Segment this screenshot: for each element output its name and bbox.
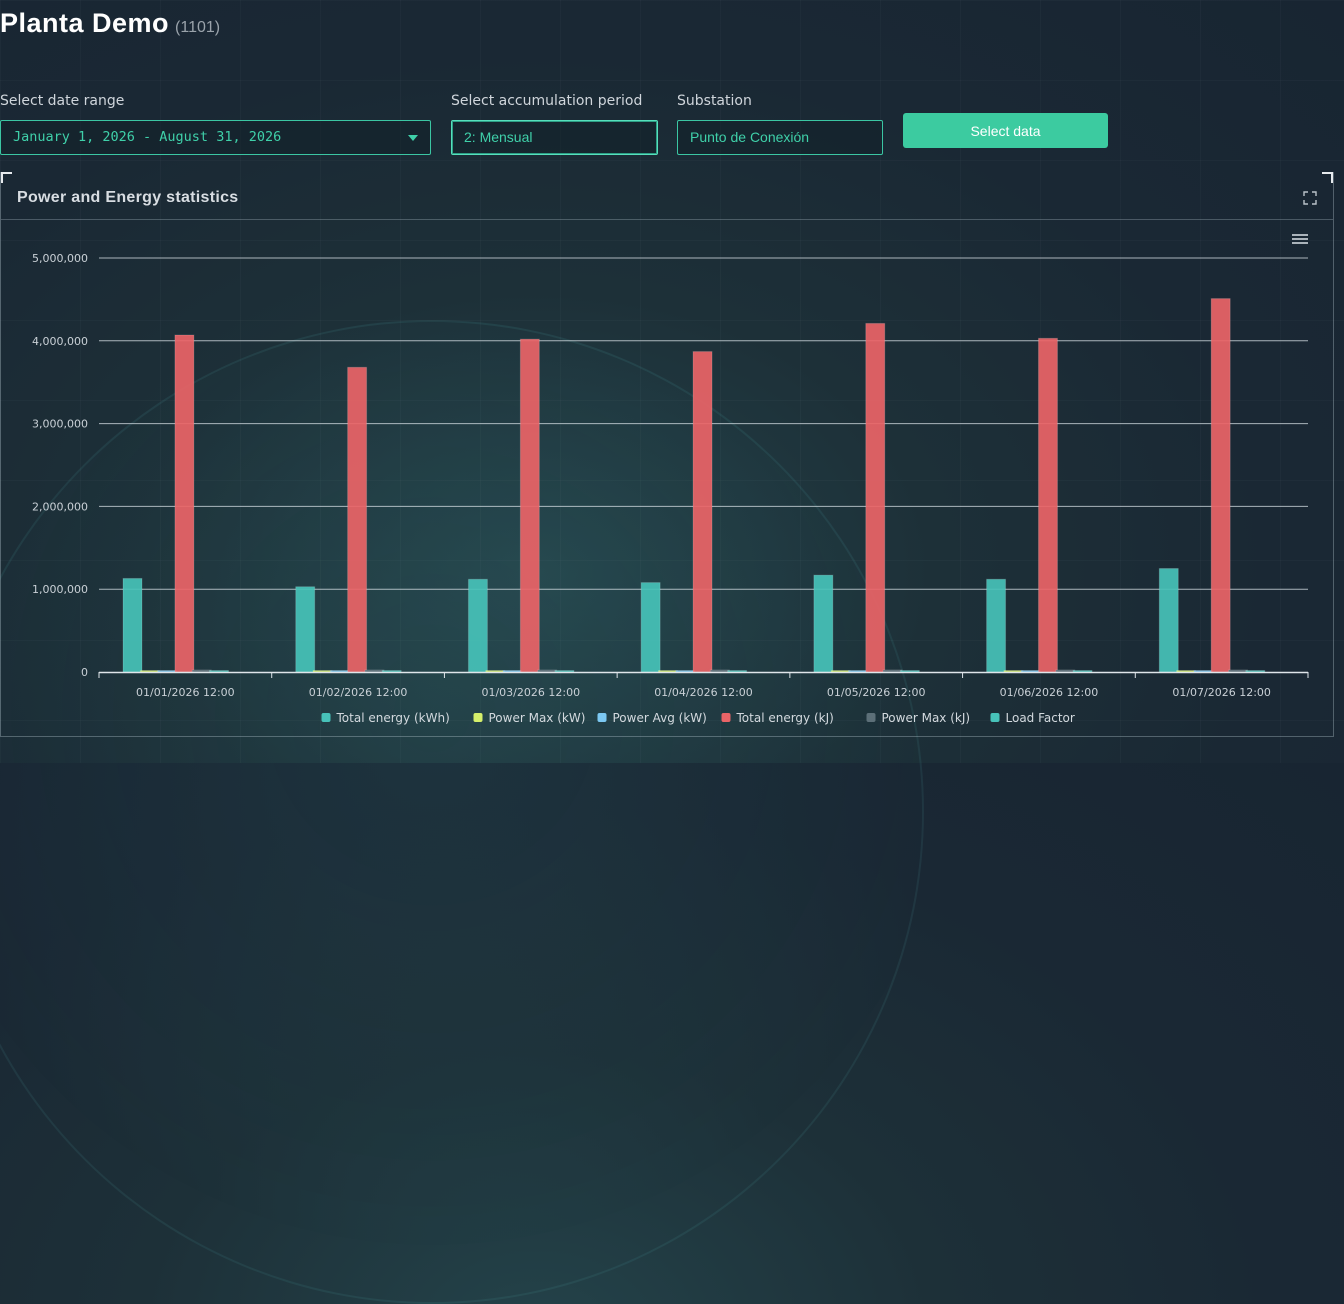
bar [1227, 669, 1248, 673]
y-tick-label: 0 [81, 666, 88, 679]
date-range-label: Select date range [0, 93, 125, 109]
hamburger-menu-icon[interactable] [1292, 234, 1308, 244]
bar-chart: 0 1,000,000 2,000,000 3,000,000 4,000,000 5,0… [32, 234, 1309, 725]
legend-label: Power Max (kJ) [882, 711, 971, 725]
x-tick-label: 01/07/2026 12:00 [1172, 686, 1271, 699]
accumulation-value: 2: Mensual [464, 129, 533, 145]
bar [882, 669, 903, 673]
bar [1055, 669, 1076, 673]
x-tick-label: 01/03/2026 12:00 [481, 686, 580, 699]
panel-title: Power and Energy statistics [17, 189, 239, 206]
legend-item[interactable]: Total energy (kWh) [321, 711, 450, 725]
legend-label: Power Avg (kW) [613, 711, 707, 725]
y-tick-label: 2,000,000 [32, 500, 88, 513]
x-tick-label: 01/02/2026 12:00 [309, 686, 408, 699]
bar [1158, 568, 1179, 673]
substation-value: Punto de Conexión [690, 129, 810, 145]
plant-name: Planta Demo [0, 8, 170, 38]
legend-label: Total energy (kWh) [336, 711, 450, 725]
bar [709, 669, 730, 673]
bar [364, 669, 385, 673]
bar [295, 586, 316, 673]
bar [174, 334, 195, 673]
y-tick-label: 3,000,000 [32, 418, 88, 431]
legend-item[interactable]: Load Factor [990, 711, 1075, 725]
date-range-picker[interactable]: January 1, 2026 - August 31, 2026 [0, 120, 431, 155]
bar [692, 351, 713, 673]
y-tick-label: 1,000,000 [32, 583, 88, 596]
legend-swatch [990, 713, 1000, 722]
y-tick-label: 5,000,000 [32, 252, 88, 265]
bar [1210, 298, 1231, 673]
legend-item[interactable]: Power Max (kJ) [866, 711, 971, 725]
legend-swatch [721, 713, 731, 722]
statistics-panel: Power and Energy statistics [0, 172, 1334, 737]
legend-swatch [321, 713, 331, 722]
bar [519, 338, 540, 673]
chevron-down-icon [408, 135, 418, 141]
x-tick-label: 01/01/2026 12:00 [136, 686, 235, 699]
bar [467, 578, 488, 673]
x-tick-label: 01/05/2026 12:00 [827, 686, 926, 699]
panel-corner-top-left [1, 172, 12, 183]
x-axis: 01/01/2026 12:00 01/02/2026 12:00 01/03/20… [98, 671, 1309, 699]
bar [986, 578, 1007, 673]
legend-item[interactable]: Power Avg (kW) [597, 711, 707, 725]
bar [865, 322, 886, 673]
date-range-value: January 1, 2026 - August 31, 2026 [13, 129, 282, 145]
chart-bars [122, 298, 1266, 673]
legend-item[interactable]: Power Max (kW) [473, 711, 586, 725]
bar [347, 366, 368, 673]
bar [122, 577, 143, 673]
bar [1037, 337, 1058, 673]
plant-id: (1101) [175, 19, 221, 36]
legend-swatch [866, 713, 876, 722]
y-axis-ticks: 0 1,000,000 2,000,000 3,000,000 4,000,000 5,0… [32, 252, 88, 679]
page-title: Planta Demo (1101) [0, 8, 220, 39]
legend-label: Total energy (kJ) [736, 711, 834, 725]
legend-label: Load Factor [1006, 711, 1075, 725]
accumulation-label: Select accumulation period [451, 93, 643, 109]
select-data-button[interactable]: Select data [903, 113, 1108, 148]
x-tick-label: 01/04/2026 12:00 [654, 686, 753, 699]
legend-item[interactable]: Total energy (kJ) [721, 711, 834, 725]
panel-corner-top-right [1322, 172, 1333, 183]
bar [537, 669, 558, 673]
panel-header: Power and Energy statistics [1, 172, 1333, 220]
accumulation-select[interactable]: 2: Mensual [451, 120, 658, 155]
legend-swatch [597, 713, 607, 722]
substation-label: Substation [677, 93, 752, 109]
chart-legend: Total energy (kWh) Power Max (kW) Power Av… [321, 711, 1075, 725]
legend-label: Power Max (kW) [489, 711, 586, 725]
bar [640, 582, 661, 673]
legend-swatch [473, 713, 483, 722]
y-tick-label: 4,000,000 [32, 335, 88, 348]
expand-icon[interactable] [1303, 191, 1317, 205]
bar [191, 669, 212, 673]
x-tick-label: 01/06/2026 12:00 [1000, 686, 1099, 699]
substation-select[interactable]: Punto de Conexión [677, 120, 883, 155]
bar [813, 574, 834, 673]
